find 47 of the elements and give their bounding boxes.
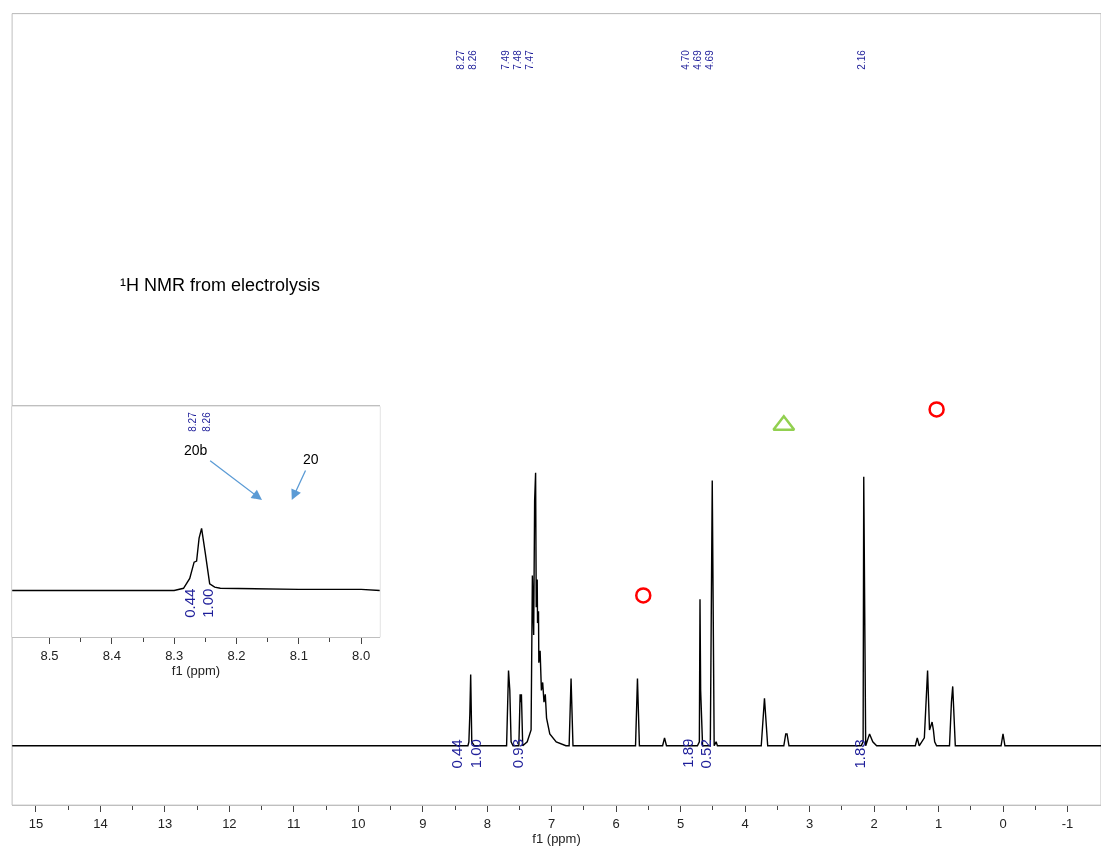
x-tick-label: 3 xyxy=(805,815,814,831)
x-tick-label: 5 xyxy=(677,815,685,831)
annotation: 1.83 xyxy=(851,739,869,769)
text: 7.48 xyxy=(512,49,524,70)
text: 8.26 xyxy=(467,49,479,70)
x-tick-label: 13 xyxy=(157,815,173,831)
x-tick-label: 8 xyxy=(483,815,491,831)
x-tick-label: 9 xyxy=(419,815,427,831)
x-tick-label: 0 xyxy=(999,815,1007,831)
text: 4.70 xyxy=(680,49,692,70)
x-tick-label: 1 xyxy=(934,815,943,831)
x-tick-label: 7 xyxy=(548,815,556,831)
text: 7.47 xyxy=(524,49,536,70)
annotation: 1.00 xyxy=(466,739,484,769)
x-tick-label: 8.3 xyxy=(165,647,184,663)
x-tick-label: 14 xyxy=(93,815,108,831)
x-tick-label: 8.4 xyxy=(102,647,121,663)
annotation: 8.27 xyxy=(187,411,199,432)
x-tick-label: 11 xyxy=(287,815,301,831)
x-tick-label: 8.1 xyxy=(289,647,308,663)
text: ¹H NMR from electrolysis xyxy=(120,275,321,295)
annotation: 1.00 xyxy=(199,588,217,618)
x-tick-label: 12 xyxy=(222,815,237,831)
annotation: 0.93 xyxy=(508,738,526,769)
x-tick-label: 10 xyxy=(351,815,366,831)
x-tick-label: 6 xyxy=(612,815,620,831)
x-tick-label: 15 xyxy=(28,815,44,831)
x-tick-label: 2 xyxy=(870,815,878,831)
annotation: 20b xyxy=(184,442,208,458)
text: 4.69 xyxy=(704,49,716,70)
x-tick-label: 4 xyxy=(741,815,749,831)
annotation: 8.26 xyxy=(201,411,213,432)
x-tick-label: 8.0 xyxy=(352,647,371,663)
annotation: 20 xyxy=(303,451,319,467)
annotation: 0.52 xyxy=(697,739,715,769)
text: 2.16 xyxy=(856,49,868,70)
annotation: 0.44 xyxy=(181,588,199,618)
x-tick-label: 8.5 xyxy=(40,647,59,663)
x-axis-title: f1 (ppm) xyxy=(171,662,221,678)
text: 4.69 xyxy=(692,49,704,70)
x-tick-label: -1 xyxy=(1061,815,1074,831)
x-tick-label: 8.2 xyxy=(227,647,246,663)
x-axis-title: f1 (ppm) xyxy=(532,830,581,846)
text: 7.49 xyxy=(500,49,512,70)
annotation: 1.89 xyxy=(679,738,697,768)
annotation: 0.44 xyxy=(448,739,466,769)
text: 8.27 xyxy=(455,49,467,70)
